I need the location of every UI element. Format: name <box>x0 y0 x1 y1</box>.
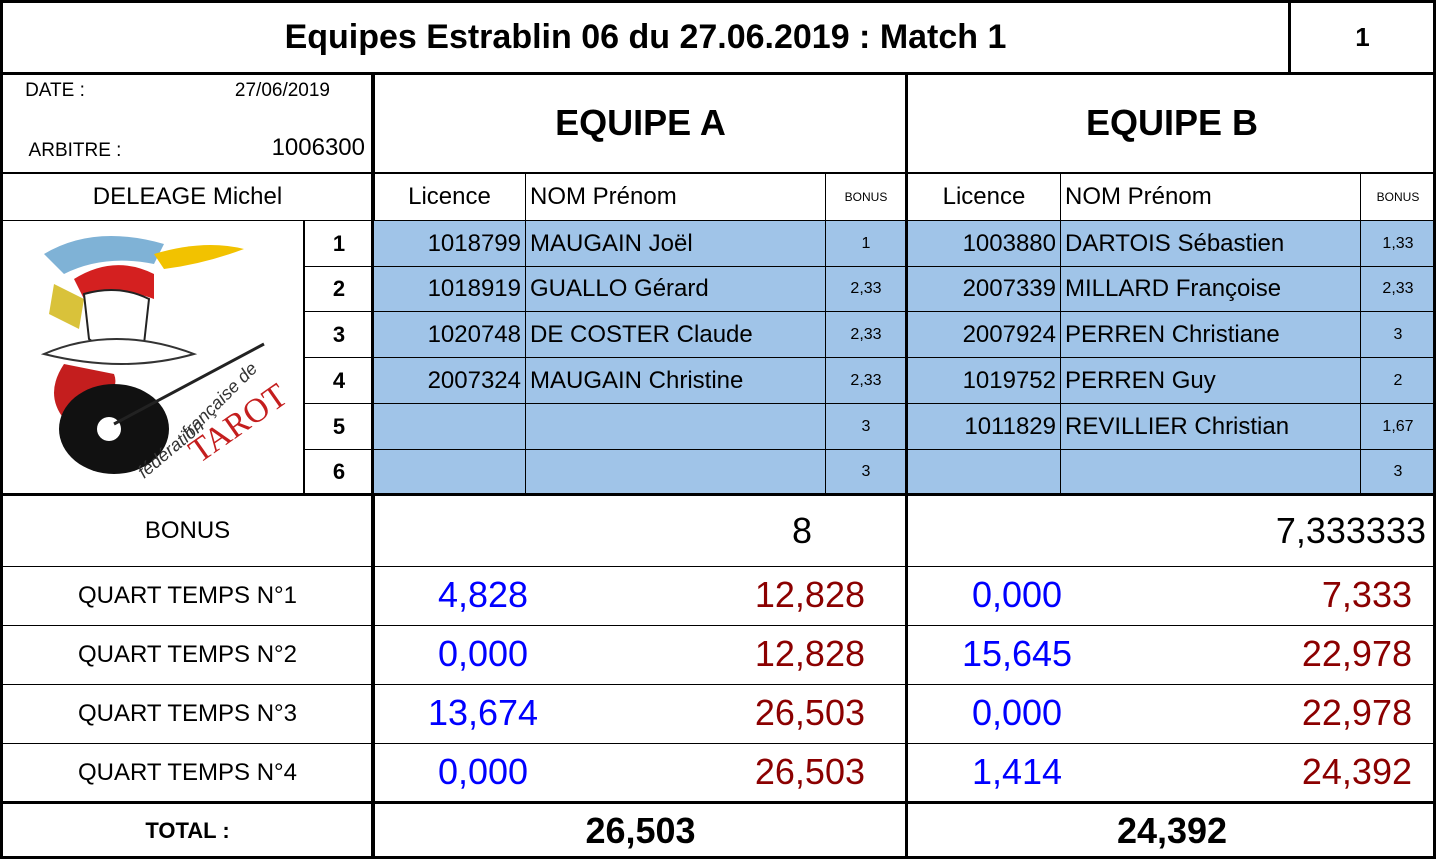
column-header: Licence <box>907 172 1061 221</box>
quarter-cumulative: 26,503 <box>677 751 865 793</box>
row-number: 2 <box>303 266 375 312</box>
player-licence: 1003880 <box>907 220 1061 267</box>
team-total: 24,392 <box>907 802 1436 859</box>
quarter-label: QUART TEMPS N°4 <box>0 743 375 803</box>
player-bonus: 2,33 <box>1360 266 1436 312</box>
player-bonus: 2 <box>1360 357 1436 404</box>
border <box>0 801 1436 804</box>
border <box>0 72 1436 75</box>
player-name: PERREN Christiane <box>1060 311 1361 358</box>
player-licence <box>907 449 1061 495</box>
team-name: EQUIPE B <box>907 72 1436 174</box>
quarter-points: 0,000 <box>937 574 1097 616</box>
quarter-points: 4,828 <box>403 574 563 616</box>
player-licence: 1018799 <box>373 220 526 267</box>
border <box>905 72 908 859</box>
row-number: 5 <box>303 403 375 450</box>
date: 27/06/2019 <box>180 80 330 102</box>
quarter-cumulative: 12,828 <box>677 574 865 616</box>
player-bonus: 3 <box>825 403 907 450</box>
player-bonus: 2,33 <box>825 357 907 404</box>
border <box>1288 0 1291 74</box>
row-number: 6 <box>303 449 375 495</box>
player-name: MAUGAIN Christine <box>525 357 826 404</box>
border <box>371 72 374 859</box>
column-header: BONUS <box>825 172 907 221</box>
arbitre-label: ARBITRE : <box>10 140 140 162</box>
bonus-label: BONUS <box>0 494 375 567</box>
quarter-points: 0,000 <box>937 692 1097 734</box>
player-licence: 1018919 <box>373 266 526 312</box>
total-label: TOTAL : <box>0 802 375 859</box>
quarter-cumulative: 7,333 <box>1206 574 1412 616</box>
player-bonus: 2,33 <box>825 266 907 312</box>
player-name <box>525 449 826 495</box>
quarter-points: 0,000 <box>403 751 563 793</box>
column-header: BONUS <box>1360 172 1436 221</box>
player-bonus: 1 <box>825 220 907 267</box>
player-bonus: 3 <box>1360 311 1436 358</box>
row-number: 1 <box>303 220 375 267</box>
player-bonus: 3 <box>825 449 907 495</box>
player-name: DE COSTER Claude <box>525 311 826 358</box>
column-header: Licence <box>373 172 526 221</box>
border <box>0 493 1436 496</box>
team-bonus: 7,333333 <box>907 494 1436 567</box>
player-name: DARTOIS Sébastien <box>1060 220 1361 267</box>
player-licence: 2007924 <box>907 311 1061 358</box>
row-number: 4 <box>303 357 375 404</box>
quarter-cumulative: 24,392 <box>1206 751 1412 793</box>
date-label: DATE : <box>10 80 100 102</box>
column-header: NOM Prénom <box>1060 172 1361 221</box>
player-licence: 2007324 <box>373 357 526 404</box>
player-bonus: 3 <box>1360 449 1436 495</box>
border <box>0 0 3 859</box>
player-bonus: 1,33 <box>1360 220 1436 267</box>
player-licence: 2007339 <box>907 266 1061 312</box>
player-name: GUALLO Gérard <box>525 266 826 312</box>
quarter-cumulative: 22,978 <box>1206 633 1412 675</box>
quarter-label: QUART TEMPS N°3 <box>0 684 375 744</box>
quarter-cumulative: 22,978 <box>1206 692 1412 734</box>
player-name: MILLARD Françoise <box>1060 266 1361 312</box>
quarter-label: QUART TEMPS N°2 <box>0 625 375 685</box>
arbitre: 1006300 <box>200 134 365 162</box>
quarter-points: 15,645 <box>937 633 1097 675</box>
player-bonus: 2,33 <box>825 311 907 358</box>
title: Equipes Estrablin 06 du 27.06.2019 : Mat… <box>0 0 1291 74</box>
quarter-points: 13,674 <box>403 692 563 734</box>
player-name <box>1060 449 1361 495</box>
team-name: EQUIPE A <box>373 72 908 174</box>
player-licence: 1011829 <box>907 403 1061 450</box>
quarter-points: 1,414 <box>937 751 1097 793</box>
border <box>0 0 1436 3</box>
row-number: 3 <box>303 311 375 358</box>
player-licence: 1019752 <box>907 357 1061 404</box>
column-header: NOM Prénom <box>525 172 826 221</box>
team-bonus: 8 <box>373 494 908 567</box>
quarter-points: 0,000 <box>403 633 563 675</box>
team-total: 26,503 <box>373 802 908 859</box>
player-bonus: 1,67 <box>1360 403 1436 450</box>
score-sheet: Equipes Estrablin 06 du 27.06.2019 : Mat… <box>0 0 1436 859</box>
quarter-cumulative: 12,828 <box>677 633 865 675</box>
player-licence: 1020748 <box>373 311 526 358</box>
player-name <box>525 403 826 450</box>
player-name: PERREN Guy <box>1060 357 1361 404</box>
quarter-cumulative: 26,503 <box>677 692 865 734</box>
player-licence <box>373 403 526 450</box>
player-name: REVILLIER Christian <box>1060 403 1361 450</box>
quarter-label: QUART TEMPS N°1 <box>0 566 375 626</box>
match-number: 1 <box>1289 0 1436 74</box>
player-name: MAUGAIN Joël <box>525 220 826 267</box>
referee: DELEAGE Michel <box>0 172 375 221</box>
player-licence <box>373 449 526 495</box>
logo: fédération française de TAROT <box>4 224 300 492</box>
